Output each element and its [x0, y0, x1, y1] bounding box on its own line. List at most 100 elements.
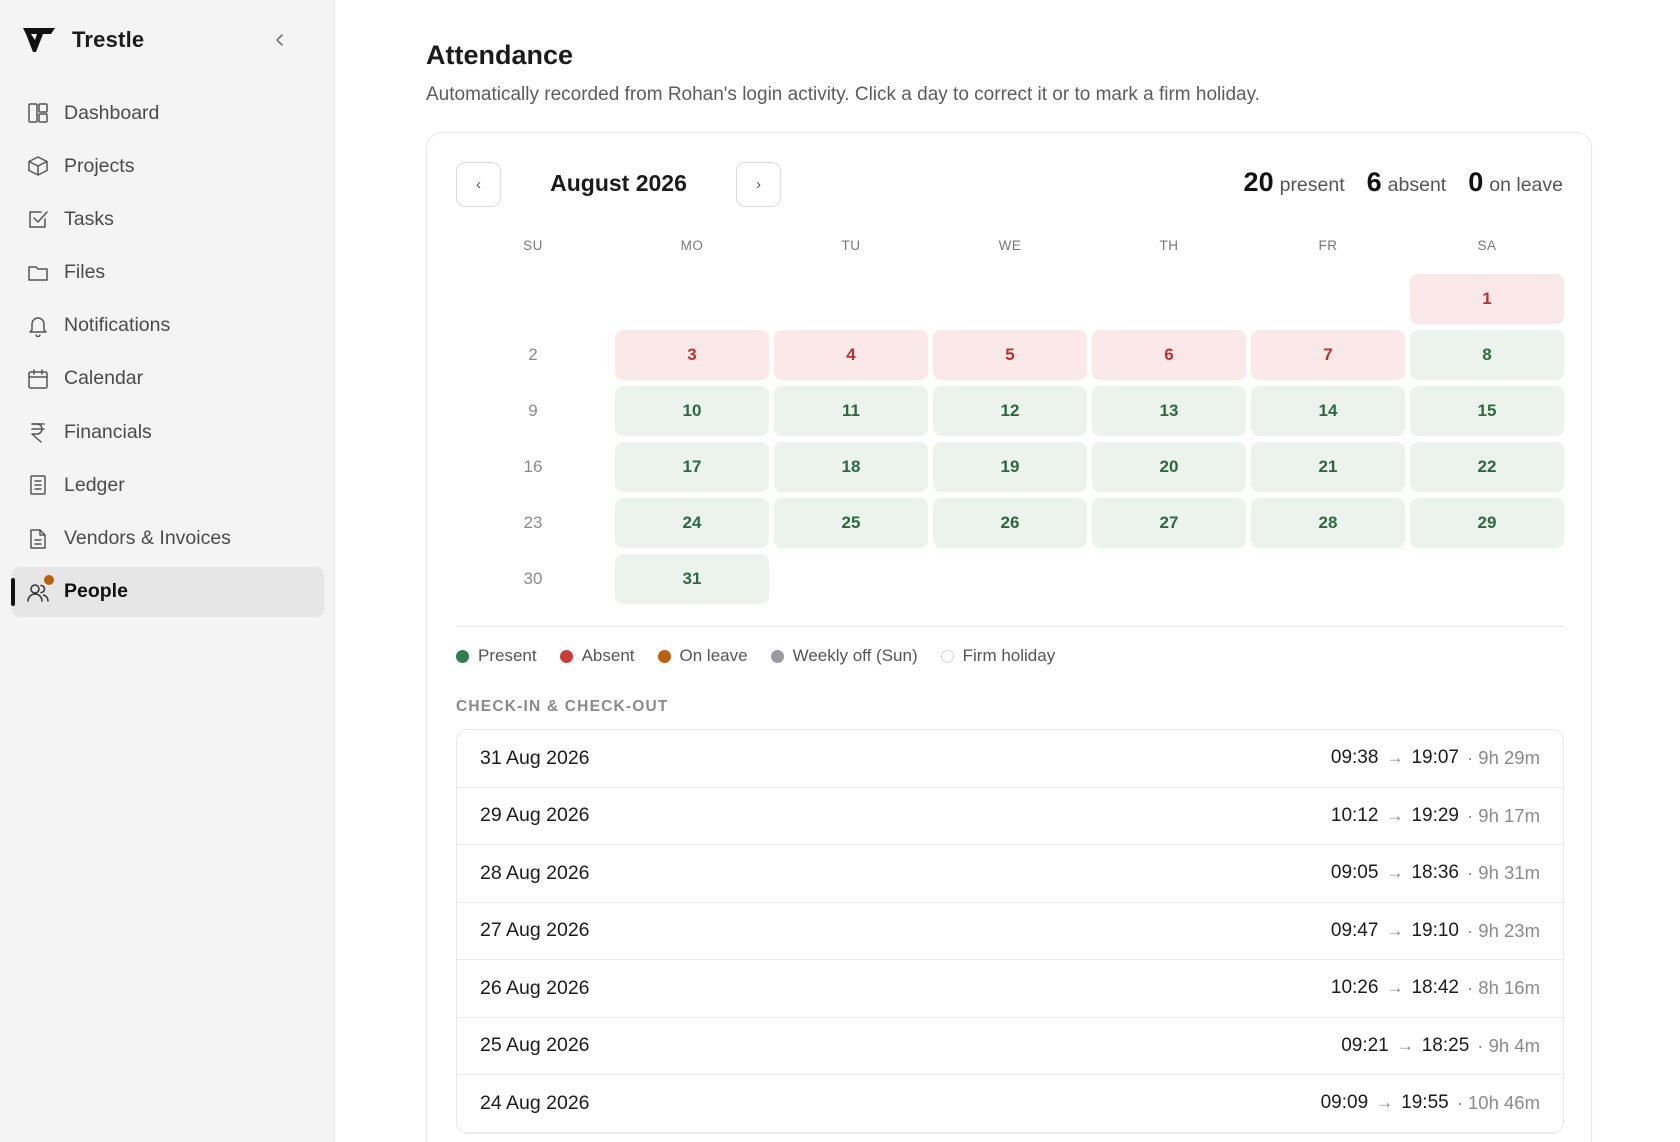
work-duration: · 9h 29m: [1466, 747, 1540, 769]
legend-label: Weekly off (Sun): [792, 646, 918, 665]
sidebar-item-financials[interactable]: Financials: [12, 407, 324, 457]
sidebar-item-calendar[interactable]: Calendar: [12, 354, 324, 404]
sidebar-item-people[interactable]: People: [11, 566, 324, 617]
calendar-day-15[interactable]: 15: [1410, 386, 1564, 436]
calendar-day-28[interactable]: 28: [1251, 498, 1405, 548]
checkin-row[interactable]: 27 Aug 2026 09:47 → 19:10 · 9h 23m: [457, 903, 1563, 960]
calendar-day-31[interactable]: 31: [615, 554, 769, 604]
checkin-date: 24 Aug 2026: [480, 1091, 590, 1114]
calendar-day-22[interactable]: 22: [1410, 442, 1564, 492]
sidebar-item-notifications[interactable]: Notifications: [12, 301, 324, 351]
calendar-day-27[interactable]: 27: [1092, 498, 1246, 548]
checkin-times: 09:38 → 19:07 · 9h 29m: [1331, 747, 1540, 769]
checkin-row[interactable]: 25 Aug 2026 09:21 → 18:25 · 9h 4m: [457, 1018, 1563, 1075]
stat-label: absent: [1387, 174, 1447, 196]
sidebar-nav: Dashboard Projects Tasks Files Notificat…: [11, 88, 324, 620]
calendar-day-4[interactable]: 4: [774, 330, 928, 380]
calendar-day-23[interactable]: 23: [523, 513, 543, 532]
notification-badge: [42, 572, 56, 587]
sidebar-item-label: Ledger: [64, 473, 125, 496]
sidebar-item-label: Dashboard: [64, 101, 160, 124]
stat-label: present: [1279, 174, 1345, 196]
sidebar-item-files[interactable]: Files: [12, 248, 324, 298]
calendar-day-3[interactable]: 3: [615, 330, 769, 380]
sidebar-item-vendors[interactable]: Vendors & Invoices: [12, 514, 324, 564]
weekday-label: TU: [841, 238, 861, 253]
calendar-day-2[interactable]: 2: [528, 345, 538, 364]
sidebar-item-label: Files: [64, 261, 106, 284]
check-in-time: 09:21: [1341, 1034, 1389, 1056]
checkin-times: 10:12 → 19:29 · 9h 17m: [1331, 805, 1540, 827]
check-in-time: 10:26: [1330, 977, 1379, 999]
calendar-day-20[interactable]: 20: [1092, 442, 1246, 492]
stat-value: 0: [1468, 167, 1484, 197]
check-out-time: 18:36: [1411, 862, 1459, 884]
checkin-times: 09:09 → 19:55 · 10h 46m: [1321, 1092, 1540, 1114]
checkin-row[interactable]: 29 Aug 2026 10:12 → 19:29 · 9h 17m: [457, 788, 1563, 845]
calendar-day-14[interactable]: 14: [1251, 386, 1405, 436]
sidebar-item-label: Tasks: [64, 207, 114, 230]
calendar-day-11[interactable]: 11: [774, 386, 928, 436]
calendar-day-8[interactable]: 8: [1410, 330, 1564, 380]
calendar-day-26[interactable]: 26: [933, 498, 1087, 548]
calendar-day-6[interactable]: 6: [1092, 330, 1246, 380]
checkin-row[interactable]: 31 Aug 2026 09:38 → 19:07 · 9h 29m: [457, 730, 1563, 788]
page-subtitle: Automatically recorded from Rohan's logi…: [426, 84, 1260, 105]
folder-icon: [26, 261, 50, 285]
calendar-day-29[interactable]: 29: [1410, 498, 1564, 548]
check-out-time: 19:10: [1411, 919, 1459, 941]
sidebar-item-ledger[interactable]: Ledger: [12, 460, 324, 510]
stat-value: 6: [1366, 167, 1382, 197]
calendar-day-5[interactable]: 5: [933, 330, 1087, 380]
sidebar-item-tasks[interactable]: Tasks: [12, 194, 324, 244]
legend-dot-icon: [770, 649, 784, 663]
calendar-day-12[interactable]: 12: [933, 386, 1087, 436]
checkin-times: 09:05 → 18:36 · 9h 31m: [1331, 862, 1540, 884]
checkin-row[interactable]: 24 Aug 2026 09:09 → 19:55 · 10h 46m: [457, 1075, 1563, 1133]
calendar-icon: [26, 367, 50, 391]
collapse-sidebar-button[interactable]: [268, 28, 292, 52]
bell-icon: [26, 314, 50, 338]
calendar-day-17[interactable]: 17: [615, 442, 769, 492]
checkin-date: 29 Aug 2026: [480, 804, 590, 827]
sidebar: Trestle Dashboard Projects Tasks: [0, 0, 335, 1142]
next-month-button[interactable]: ›: [736, 162, 781, 207]
calendar-day-30[interactable]: 30: [523, 569, 543, 588]
calendar-day-24[interactable]: 24: [615, 498, 769, 548]
attendance-card: ‹ August 2026 › 20 present 6 absent 0 on…: [426, 132, 1592, 1142]
calendar-day-1[interactable]: 1: [1410, 274, 1564, 324]
weekday-label: SA: [1477, 238, 1497, 253]
legend-item: Weekly off (Sun): [770, 646, 918, 666]
divider: [456, 626, 1564, 627]
checkin-times: 09:21 → 18:25 · 9h 4m: [1341, 1035, 1540, 1057]
main-content: Attendance Automatically recorded from R…: [335, 0, 1680, 1142]
calendar-day-13[interactable]: 13: [1092, 386, 1246, 436]
arrow-right-icon: →: [1386, 748, 1404, 768]
prev-month-button[interactable]: ‹: [456, 162, 501, 207]
sidebar-item-dashboard[interactable]: Dashboard: [12, 88, 324, 138]
legend-item: Absent: [559, 646, 635, 666]
calendar-day-16[interactable]: 16: [523, 457, 543, 476]
calendar-day-10[interactable]: 10: [615, 386, 769, 436]
sidebar-item-projects[interactable]: Projects: [12, 141, 324, 191]
stat-on-leave: 0 on leave: [1468, 167, 1563, 198]
stat-value: 20: [1243, 167, 1274, 197]
calendar-day-7[interactable]: 7: [1251, 330, 1405, 380]
checkin-row[interactable]: 26 Aug 2026 10:26 → 18:42 · 8h 16m: [457, 960, 1563, 1018]
calendar-day-21[interactable]: 21: [1251, 442, 1405, 492]
calendar-day-9[interactable]: 9: [528, 401, 538, 420]
check-out-time: 18:42: [1411, 977, 1459, 999]
calendar-day-19[interactable]: 19: [933, 442, 1087, 492]
checkin-date: 28 Aug 2026: [480, 861, 590, 884]
calendar-day-25[interactable]: 25: [774, 498, 928, 548]
checkin-row[interactable]: 28 Aug 2026 09:05 → 18:36 · 9h 31m: [457, 845, 1563, 903]
weekday-label: SU: [523, 238, 543, 253]
status-legend: Present Absent On leave Weekly off (Sun) Fir…: [456, 646, 1078, 666]
sidebar-item-label: Projects: [64, 154, 135, 177]
calendar-day-18[interactable]: 18: [774, 442, 928, 492]
weekday-label: FR: [1318, 238, 1338, 253]
arrow-right-icon: →: [1376, 1093, 1394, 1113]
weekday-label: TH: [1159, 238, 1179, 253]
calendar-grid: 1 2 3 4 5 6 7 8 9 10 11 12 13 14 15 16 17 18 19 20 21 22 23 24 2…: [456, 274, 1564, 604]
brand: Trestle: [22, 22, 312, 58]
